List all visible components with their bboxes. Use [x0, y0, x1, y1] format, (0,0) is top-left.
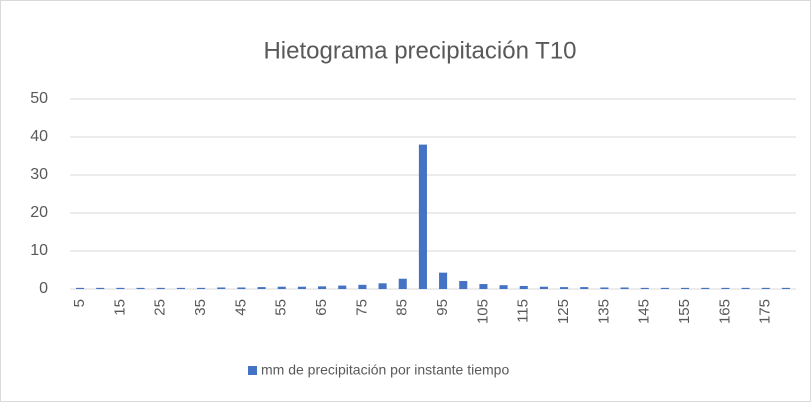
y-tick-label: 50	[30, 90, 48, 107]
x-tick-label: 125	[555, 299, 572, 324]
x-tick-label: 75	[353, 299, 370, 316]
x-tick-label: 135	[595, 299, 612, 324]
bar	[479, 284, 488, 289]
bar	[338, 285, 347, 289]
bar	[156, 287, 165, 289]
bar	[620, 287, 629, 289]
bar	[499, 285, 508, 289]
bar	[217, 287, 226, 289]
legend-label: mm de precipitación por instante tiempo	[261, 362, 509, 378]
bar	[459, 281, 468, 289]
x-tick-label: 85	[394, 299, 411, 316]
x-tick-label: 155	[676, 299, 693, 324]
bar	[378, 283, 387, 289]
bar	[297, 286, 306, 289]
y-tick-label: 20	[30, 204, 48, 221]
x-tick-label: 45	[232, 299, 249, 316]
bar	[277, 286, 286, 289]
x-tick-label: 5	[71, 299, 88, 307]
x-tick-label: 15	[111, 299, 128, 316]
x-tick-label: 175	[757, 299, 774, 324]
y-tick-label: 30	[30, 166, 48, 183]
bar	[197, 287, 206, 289]
bar	[116, 287, 125, 289]
x-tick-label: 35	[192, 299, 209, 316]
bar	[660, 287, 669, 289]
x-tick-label: 65	[313, 299, 330, 316]
legend-swatch	[248, 366, 257, 375]
bar	[580, 287, 589, 289]
bar	[237, 287, 246, 289]
x-tick-label: 145	[636, 299, 653, 324]
bar	[560, 287, 569, 289]
bar	[418, 144, 427, 289]
bar	[761, 287, 770, 289]
y-tick-label: 0	[39, 280, 48, 297]
bar	[96, 287, 105, 289]
x-tick-label: 95	[434, 299, 451, 316]
bar	[176, 287, 185, 289]
bar	[681, 287, 690, 289]
bar	[439, 272, 448, 289]
x-tick-label: 115	[515, 299, 532, 323]
bar	[76, 287, 85, 289]
bar	[781, 287, 790, 289]
y-tick-label: 40	[30, 128, 48, 145]
x-tick-label: 55	[273, 299, 290, 316]
bar	[539, 286, 548, 289]
bar	[136, 287, 145, 289]
bar	[600, 287, 609, 289]
bar	[741, 287, 750, 289]
bar	[701, 287, 710, 289]
bar	[640, 287, 649, 289]
bar	[398, 278, 407, 289]
x-tick-label: 105	[474, 299, 491, 324]
bar	[358, 284, 367, 289]
x-tick-label: 165	[716, 299, 733, 324]
bar	[519, 285, 528, 289]
bar	[257, 287, 266, 289]
bar	[721, 287, 730, 289]
bar	[318, 286, 327, 289]
chart-title: Hietograma precipitación T10	[263, 37, 576, 64]
y-tick-label: 10	[30, 242, 48, 259]
x-tick-label: 25	[152, 299, 169, 316]
